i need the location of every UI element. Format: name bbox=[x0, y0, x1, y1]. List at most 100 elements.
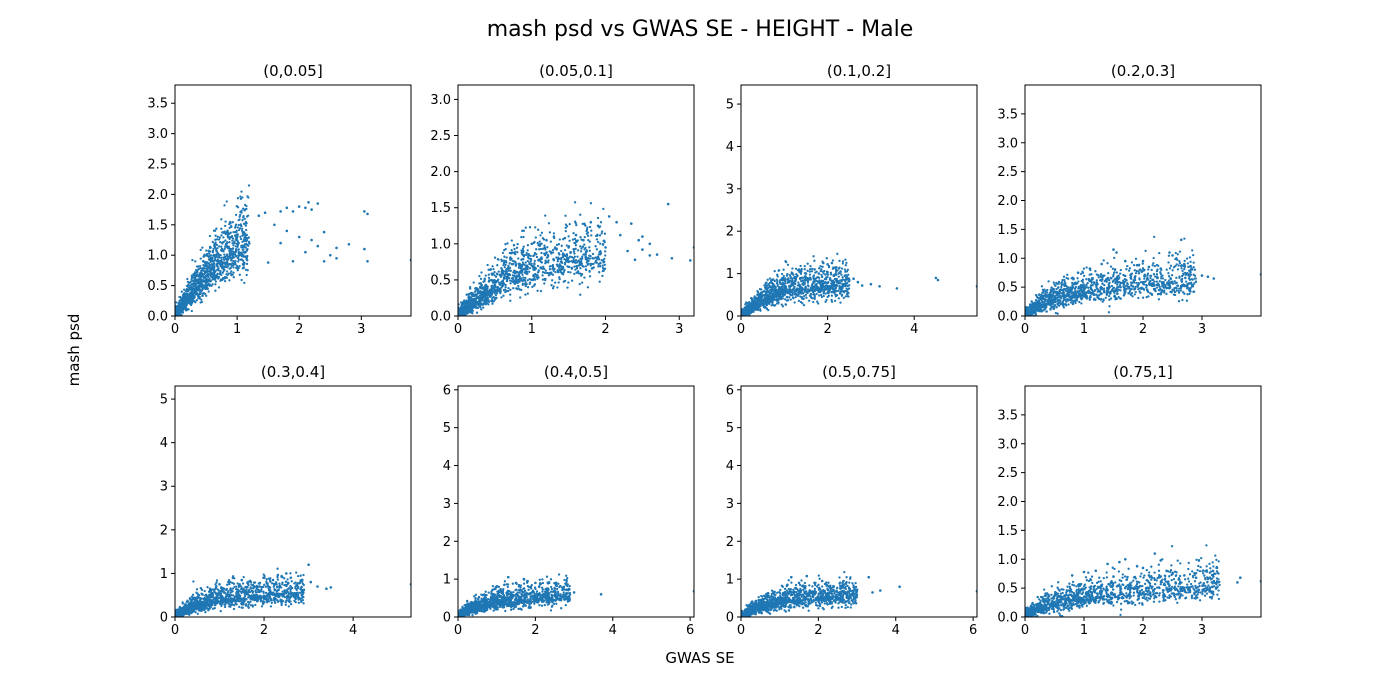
scatter-point bbox=[194, 272, 197, 276]
scatter-point bbox=[191, 258, 194, 262]
scatter-point bbox=[209, 254, 212, 257]
x-tick-label: 1 bbox=[528, 322, 536, 337]
scatter-point bbox=[1170, 291, 1173, 294]
scatter-point bbox=[819, 288, 822, 291]
scatter-point bbox=[212, 253, 216, 257]
scatter-point bbox=[522, 267, 525, 271]
scatter-point bbox=[199, 290, 202, 293]
scatter-point bbox=[210, 263, 213, 266]
scatter-point bbox=[248, 242, 251, 245]
scatter-point bbox=[509, 258, 513, 261]
scatter-point bbox=[217, 276, 220, 279]
scatter-point bbox=[521, 247, 525, 250]
subplot-2: (0.05,0.1]0 1 2 30.00.51.01.52.02.53.0 bbox=[430, 62, 695, 337]
scatter-point bbox=[215, 238, 219, 241]
scatter-point bbox=[604, 254, 607, 257]
scatter-point bbox=[225, 270, 229, 273]
scatter-point bbox=[607, 215, 611, 218]
scatter-point bbox=[536, 289, 539, 292]
scatter-point bbox=[819, 265, 822, 268]
scatter-point bbox=[544, 214, 547, 217]
scatter-point bbox=[550, 271, 553, 274]
scatter-point bbox=[322, 230, 326, 234]
scatter-point bbox=[194, 269, 198, 272]
scatter-point bbox=[579, 293, 582, 296]
scatter-point bbox=[833, 274, 836, 277]
scatter-point bbox=[602, 207, 605, 211]
scatter-point bbox=[234, 260, 237, 263]
scatter-point bbox=[533, 251, 537, 255]
scatter-point bbox=[601, 243, 605, 246]
scatter-point bbox=[592, 257, 595, 260]
scatter-point bbox=[590, 234, 593, 237]
scatter-point bbox=[194, 285, 197, 288]
scatter-point bbox=[483, 285, 486, 289]
scatter-point bbox=[239, 237, 243, 241]
scatter-point bbox=[221, 278, 224, 282]
scatter-point bbox=[856, 280, 860, 284]
scatter-point bbox=[204, 277, 208, 281]
scatter-point bbox=[597, 253, 600, 256]
scatter-point bbox=[566, 286, 569, 289]
scatter-point bbox=[540, 251, 543, 255]
scatter-point bbox=[234, 226, 237, 229]
scatter-point bbox=[579, 213, 582, 216]
scatter-point bbox=[506, 277, 510, 280]
subplot-title: (0.1,0.2] bbox=[827, 62, 891, 80]
scatter-point bbox=[773, 279, 776, 283]
scatter-point bbox=[780, 286, 784, 290]
scatter-point bbox=[227, 257, 230, 261]
scatter-point bbox=[781, 294, 785, 297]
scatter-point bbox=[200, 298, 203, 301]
scatter-point bbox=[549, 240, 552, 243]
scatter-point bbox=[219, 263, 223, 266]
scatter-point bbox=[791, 279, 794, 282]
scatter-point bbox=[589, 262, 593, 266]
scatter-point bbox=[198, 283, 202, 286]
scatter-point bbox=[500, 286, 503, 289]
scatter-point bbox=[756, 296, 759, 300]
scatter-point bbox=[589, 202, 593, 205]
scatter-point bbox=[596, 240, 600, 244]
scatter-point bbox=[515, 287, 518, 290]
scatter-point bbox=[768, 281, 771, 285]
scatter-point bbox=[844, 280, 847, 283]
scatter-point bbox=[1144, 280, 1147, 283]
scatter-point bbox=[799, 272, 803, 275]
scatter-point bbox=[1169, 264, 1173, 267]
scatter-point bbox=[474, 293, 477, 296]
scatter-point bbox=[479, 289, 482, 293]
scatter-point bbox=[587, 238, 590, 242]
scatter-point bbox=[845, 261, 848, 265]
scatter-point bbox=[482, 306, 485, 309]
scatter-point bbox=[802, 303, 806, 307]
scatter-point bbox=[552, 285, 555, 288]
scatter-point bbox=[232, 271, 235, 274]
y-tick-label: 4 bbox=[726, 140, 734, 155]
scatter-point bbox=[844, 289, 848, 293]
scatter-point bbox=[561, 255, 565, 259]
scatter-point bbox=[496, 273, 499, 276]
scatter-point bbox=[815, 292, 818, 296]
scatter-point bbox=[209, 260, 212, 264]
subplot-1: (0,0.05]0 1 2 30.00.51.01.52.02.53.03.5 bbox=[147, 62, 412, 337]
scatter-point bbox=[497, 270, 500, 273]
scatter-point bbox=[243, 261, 246, 264]
scatter-point bbox=[512, 262, 515, 266]
scatter-point bbox=[240, 278, 243, 282]
scatter-point bbox=[785, 274, 789, 277]
scatter-point bbox=[1112, 273, 1115, 276]
scatter-point bbox=[552, 269, 555, 272]
scatter-point bbox=[830, 294, 834, 297]
scatter-point bbox=[530, 242, 534, 246]
scatter-point bbox=[805, 276, 809, 280]
scatter-point bbox=[1103, 283, 1106, 287]
scatter-point bbox=[585, 228, 589, 231]
scatter-point bbox=[575, 271, 578, 274]
scatter-point bbox=[495, 286, 498, 289]
scatter-point bbox=[580, 281, 584, 284]
scatter-point bbox=[489, 290, 493, 294]
scatter-point bbox=[1034, 313, 1038, 316]
scatter-point bbox=[479, 303, 482, 306]
scatter-point bbox=[473, 299, 476, 302]
